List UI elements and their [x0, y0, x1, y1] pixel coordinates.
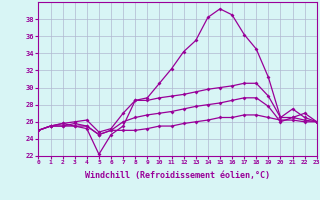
X-axis label: Windchill (Refroidissement éolien,°C): Windchill (Refroidissement éolien,°C) [85, 171, 270, 180]
